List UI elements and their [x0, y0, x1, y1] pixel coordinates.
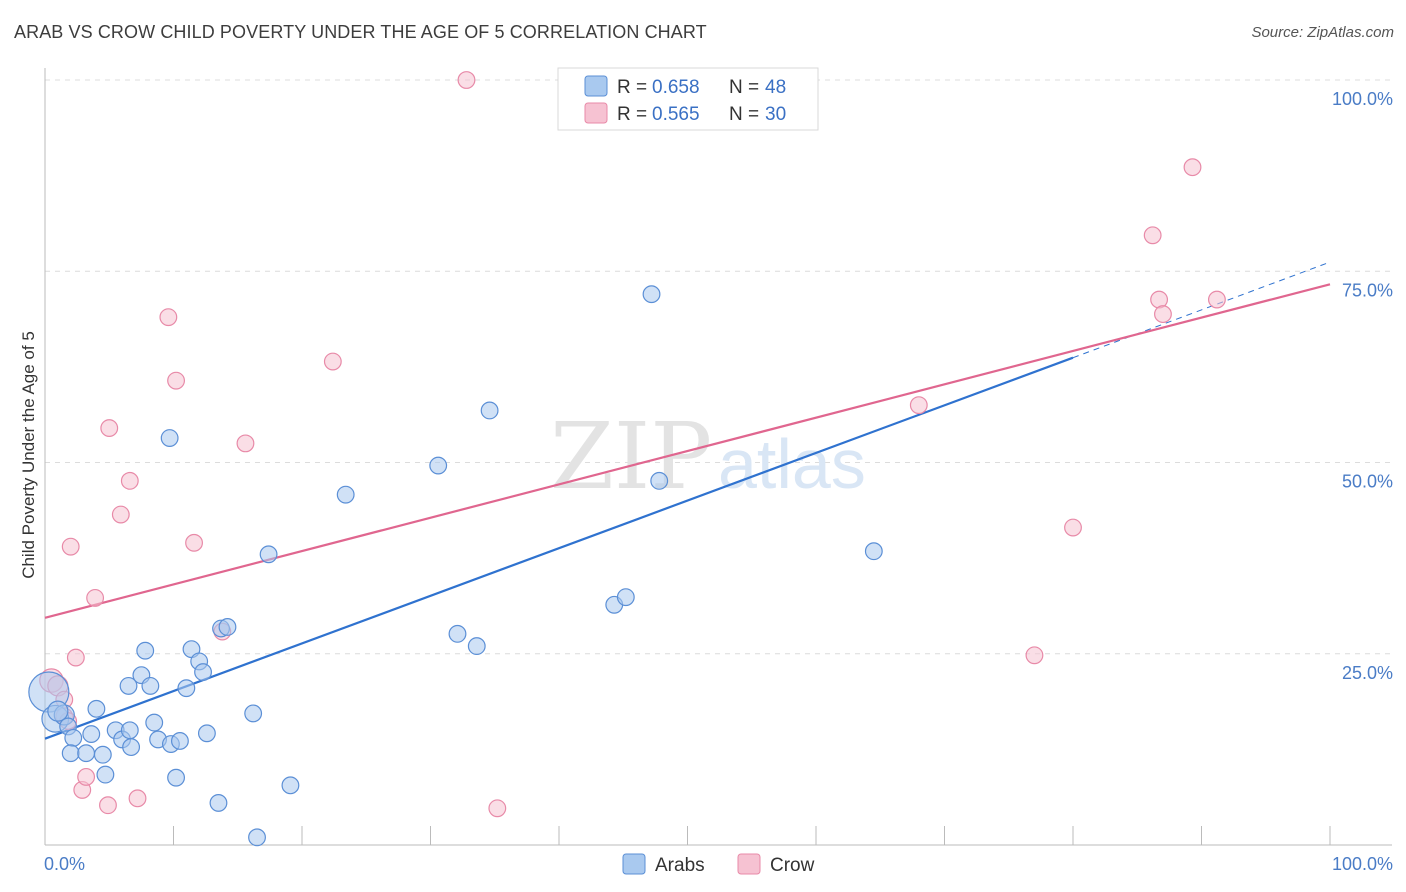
crow-point — [1154, 305, 1172, 324]
chart-title: ARAB VS CROW CHILD POVERTY UNDER THE AGE… — [14, 22, 707, 42]
crow-point — [1183, 158, 1202, 177]
arabs-point — [47, 700, 69, 722]
bottom-legend: Arabs Crow — [622, 853, 815, 876]
crow-point — [100, 419, 119, 438]
arabs-trend-extension — [1072, 261, 1331, 359]
crow-point — [128, 789, 147, 808]
arabs-point — [197, 724, 216, 743]
crow-point — [120, 471, 139, 490]
arabs-point — [448, 624, 467, 643]
watermark-zip: ZIP — [550, 403, 712, 510]
crow-point — [86, 588, 105, 607]
crow-point — [66, 648, 85, 667]
arabs-point — [136, 641, 155, 660]
legend-n-label-crow: N = — [729, 104, 759, 125]
y-tick-label: 75.0% — [1342, 280, 1393, 300]
crow-point — [909, 396, 928, 415]
crow-point — [323, 352, 342, 371]
crow-point — [77, 767, 96, 786]
arabs-point — [177, 679, 196, 698]
legend-r-value-crow: 0.565 — [652, 104, 700, 125]
legend-r-label-crow: R = — [617, 104, 647, 125]
legend-r-value-arabs: 0.658 — [652, 77, 700, 98]
arabs-point — [64, 728, 83, 747]
legend-n-value-crow: 30 — [765, 104, 786, 125]
y-axis-label: Child Poverty Under the Age of 5 — [19, 331, 38, 579]
watermark-atlas: atlas — [718, 425, 866, 503]
crow-point — [1025, 646, 1044, 665]
arabs-point — [616, 588, 635, 607]
crow-point — [185, 533, 203, 552]
arabs-point — [96, 765, 115, 784]
arabs-point — [642, 285, 661, 304]
crow-point — [111, 505, 130, 524]
arabs-point — [160, 429, 179, 447]
arabs-point — [248, 828, 266, 847]
crow-point — [1064, 518, 1082, 537]
arabs-point — [336, 485, 355, 504]
legend-swatch-arabs — [584, 75, 608, 97]
arabs-point — [429, 456, 448, 475]
arabs-point — [194, 663, 212, 682]
crow-point — [61, 537, 80, 556]
legend-n-label-arabs: N = — [729, 77, 759, 98]
legend-swatch-crow — [584, 102, 608, 124]
y-tick-label: 25.0% — [1342, 663, 1393, 683]
bottom-legend-swatch-arabs — [622, 853, 646, 875]
source-label: Source: ZipAtlas.com — [1251, 24, 1394, 41]
y-tick-label: 100.0% — [1332, 89, 1393, 109]
crow-point — [1207, 290, 1226, 309]
arabs-point — [167, 768, 186, 787]
arabs-point — [864, 542, 883, 561]
arabs-point — [120, 721, 139, 740]
arabs-point — [281, 776, 300, 795]
top-legend: R = 0.658 N = 48 R = 0.565 N = 30 — [557, 67, 819, 131]
x-tick-label: 0.0% — [44, 854, 85, 874]
crow-point — [236, 434, 255, 453]
crow-point — [457, 71, 476, 89]
legend-n-value-arabs: 48 — [765, 77, 786, 98]
legend-r-label-arabs: R = — [617, 77, 647, 98]
crow-point — [99, 796, 117, 815]
arabs-point — [170, 732, 189, 750]
crow-trend-line — [44, 283, 1331, 619]
arabs-point — [119, 676, 138, 695]
arabs-point — [259, 545, 278, 564]
gridlines — [45, 79, 1392, 655]
arabs-point — [87, 699, 106, 718]
arabs-trend-line — [44, 356, 1074, 740]
arabs-point — [61, 744, 80, 763]
arabs-point — [122, 738, 141, 757]
arabs-point — [244, 704, 263, 723]
arabs-point — [209, 793, 228, 812]
arabs-point — [650, 471, 669, 490]
arabs-point — [77, 744, 96, 763]
crow-point — [488, 799, 507, 818]
arabs-point — [145, 713, 164, 732]
arabs-point — [480, 401, 499, 420]
bottom-legend-swatch-crow — [737, 853, 761, 875]
arabs-point — [82, 725, 101, 744]
x-tick-labels: 0.0% 100.0% — [44, 854, 1393, 874]
bottom-legend-label-arabs: Arabs — [655, 855, 705, 876]
crow-point — [167, 371, 186, 390]
bottom-legend-label-crow: Crow — [770, 855, 815, 876]
arabs-point — [218, 618, 237, 636]
arabs-point — [467, 637, 486, 656]
crow-point — [1143, 226, 1162, 245]
arabs-point — [141, 676, 160, 695]
x-tick-label: 100.0% — [1332, 854, 1393, 874]
trend-lines — [44, 261, 1331, 740]
y-tick-labels: 25.0% 50.0% 75.0% 100.0% — [1332, 89, 1393, 683]
watermark: ZIP atlas — [550, 403, 866, 510]
arabs-point — [93, 745, 112, 764]
data-points — [28, 71, 1226, 847]
crow-point — [159, 308, 178, 327]
y-tick-label: 50.0% — [1342, 472, 1393, 492]
